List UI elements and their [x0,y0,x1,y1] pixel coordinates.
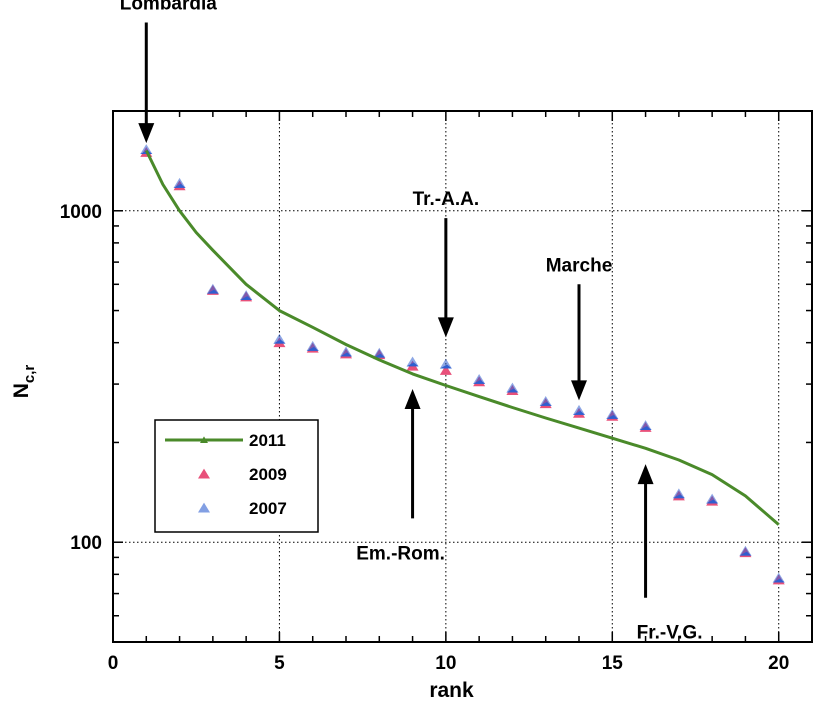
point-2007-shade [573,410,585,415]
point-2007-shade [173,183,186,188]
annotation-marche: Marche [546,255,613,401]
annotation-fr-v-g: Fr.-V.G. [637,464,703,644]
legend-swatch-marker [198,502,210,513]
legend-box [154,419,319,533]
legend-label: 2011 [249,431,286,450]
annotation-label: Marche [546,255,613,276]
annotation-lombardia: Lombardia [120,0,218,144]
point-2009 [439,364,452,375]
legend-swatch-marker [198,468,210,479]
point-2007 [306,340,319,351]
x-tick-label: 20 [768,653,789,674]
x-tick-label: 10 [435,653,456,674]
series-2007 [140,144,785,583]
legend-label: 2007 [249,499,287,518]
point-2007 [173,177,186,188]
y-tick-label: 100 [70,533,102,554]
point-2007 [206,283,219,294]
annotation-label: Em.-Rom. [356,543,445,564]
x-axis-ticks: 0 5 10 15 20 [108,111,813,674]
annotation-label: Fr.-V.G. [637,623,703,644]
point-2007-shade [606,415,619,419]
legend-item-2009: 2009 [198,465,287,484]
series-layer [140,144,785,585]
x-tick-label: 0 [108,653,119,674]
point-2007-shade [439,364,452,369]
point-2007-shade [706,499,719,504]
series-2011-line [144,149,780,526]
point-2007 [739,545,752,556]
legend: 2011 2009 2007 [154,419,319,533]
point-2007 [672,488,685,499]
point-2007-shade [240,296,253,301]
point-2007 [273,333,286,344]
x-tick-label: 15 [602,653,624,674]
y-axis-title: Nc,r [10,365,38,399]
annotation-arrowhead [571,380,587,401]
point-2007-shade [406,362,419,367]
annotation-arrowhead [637,464,654,485]
point-2007 [539,395,552,406]
point-2007-shade [373,353,386,358]
point-2007-shade [739,551,752,556]
grid-lines [113,111,812,642]
point-2007 [373,347,386,358]
x-tick-label: 5 [274,653,285,674]
point-2007-shade [306,346,319,351]
point-2007 [772,572,785,583]
annotation-arrowhead [138,123,155,144]
annotations: Lombardia Tr.-A.A. Marche Em.-Rom. Fr.-V.G. [120,0,703,644]
minor-ticks [113,210,812,617]
point-2007-shade [539,401,552,406]
point-2007 [473,373,486,384]
point-2007 [340,346,352,357]
annotation-label: Lombardia [120,0,218,14]
point-2007 [439,358,452,369]
x-axis-title: rank [429,679,474,702]
annotation-arrowhead [404,388,421,409]
point-2007 [639,420,652,430]
point-2007-shade [672,494,685,499]
point-2007 [706,493,719,504]
y-tick-label: 1000 [60,202,102,223]
point-2007 [140,144,153,155]
legend-item-2007: 2007 [198,499,287,518]
point-2007-shade [772,578,785,583]
point-2007-shade [473,379,486,384]
point-2007 [406,356,419,367]
annotation-arrowhead [437,317,454,338]
y-axis-title-sub: c,r [21,365,38,384]
legend-item-2011: 2011 [165,431,286,450]
point-2007 [573,404,585,415]
legend-swatch-marker [200,436,208,443]
point-2007-shade [273,339,286,344]
annotation-em-rom: Em.-Rom. [356,388,445,564]
point-2007-shade [340,352,352,357]
plot-frame [112,110,813,643]
y-axis-title-main: N [10,383,33,398]
y-axis-ticks: 100 1000 [60,202,102,554]
legend-label: 2009 [249,465,287,484]
point-2007-shade [506,388,519,393]
point-2007-shade [206,289,219,294]
point-2007 [240,290,253,301]
annotation-tr-a-a: Tr.-A.A. [413,189,480,338]
point-2007 [506,382,519,393]
point-2007 [606,409,619,419]
point-2007-shade [639,426,652,430]
annotation-label: Tr.-A.A. [413,189,480,210]
